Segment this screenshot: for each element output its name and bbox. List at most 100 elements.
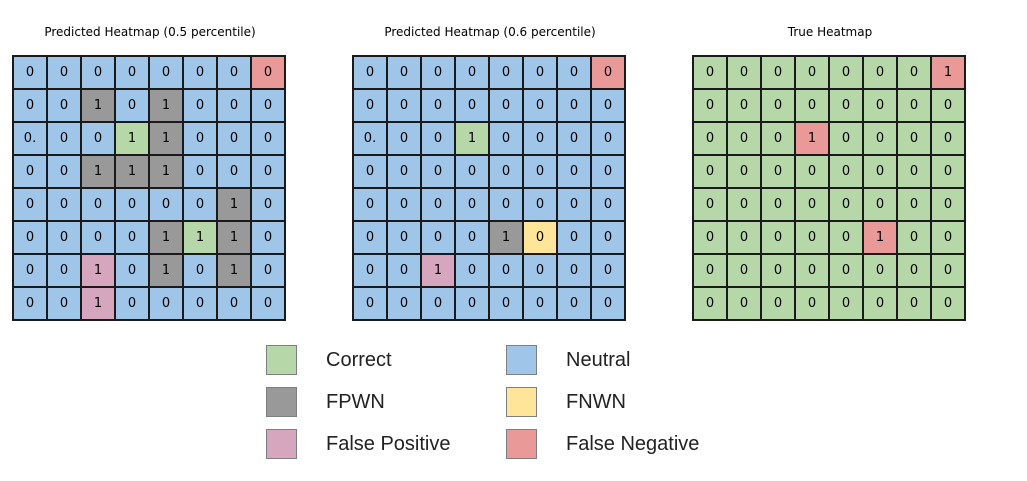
heatmap-cell: 0 [762, 288, 796, 321]
legend-swatch [506, 345, 537, 375]
heatmap-cell: 0 [796, 255, 830, 288]
heatmap-cell: 0 [354, 156, 388, 189]
heatmap-cell: 0 [490, 123, 524, 156]
heatmap-cell: 0 [252, 90, 286, 123]
legend-item-false-positive: False Positive [266, 429, 451, 459]
heatmap-cell: 0 [422, 123, 456, 156]
heatmap-cell: 0 [82, 222, 116, 255]
heatmap-cell: 0 [830, 222, 864, 255]
legend-swatch [506, 429, 537, 459]
heatmap-cell: 0 [864, 90, 898, 123]
heatmap-cell: 0 [694, 222, 728, 255]
legend-label: False Negative [566, 432, 700, 455]
heatmap-cell: 0 [48, 288, 82, 321]
heatmap-cell: 0 [558, 189, 592, 222]
heatmap-cell: 0 [762, 57, 796, 90]
heatmap-cell: 1 [82, 255, 116, 288]
heatmap-cell: 0 [184, 123, 218, 156]
heatmap-cell: 0 [48, 156, 82, 189]
heatmap-cell: 0 [898, 57, 932, 90]
heatmap-cell: 0 [592, 90, 626, 123]
heatmap-cell: 0 [694, 156, 728, 189]
heatmap-cell: 0 [898, 123, 932, 156]
legend-label: Neutral [566, 348, 631, 371]
heatmap-cell: 0 [932, 123, 966, 156]
heatmap-cell: 0 [456, 156, 490, 189]
heatmap-cell: 0 [388, 222, 422, 255]
heatmap-cell: 0 [830, 255, 864, 288]
heatmap-cell: 0 [592, 123, 626, 156]
legend-label: Correct [326, 348, 392, 371]
heatmap-cell: 1 [116, 156, 150, 189]
heatmap-cell: 1 [184, 222, 218, 255]
heatmap-cell: 0 [898, 156, 932, 189]
heatmap-cell: 0 [252, 255, 286, 288]
heatmap-cell: 0 [14, 288, 48, 321]
heatmap-cell: 0 [14, 255, 48, 288]
heatmap-cell: 0 [864, 156, 898, 189]
heatmap-cell: 0 [82, 189, 116, 222]
heatmap-cell: 1 [422, 255, 456, 288]
heatmap-cell: 0 [796, 189, 830, 222]
heatmap-cell: 0 [694, 189, 728, 222]
heatmap-cell: 0 [592, 255, 626, 288]
heatmap-cell: 0 [354, 57, 388, 90]
heatmap-cell: 0 [14, 189, 48, 222]
heatmap-cell: 0 [184, 156, 218, 189]
heatmap-cell: 0 [354, 90, 388, 123]
heatmap-cell: 0 [422, 90, 456, 123]
heatmap-cell: 0 [592, 189, 626, 222]
heatmap-cell: 1 [116, 123, 150, 156]
heatmap-cell: 0 [184, 288, 218, 321]
heatmap-cell: 0 [184, 255, 218, 288]
heatmap-cell: 0 [830, 156, 864, 189]
heatmap-cell: 0 [388, 288, 422, 321]
heatmap-cell: 0 [864, 288, 898, 321]
heatmap-cell: 0 [388, 189, 422, 222]
heatmap-cell: 0 [694, 90, 728, 123]
heatmap-cell: 1 [150, 222, 184, 255]
heatmap-cell: 0 [762, 90, 796, 123]
heatmap-cell: 0 [558, 57, 592, 90]
heatmap-cell: 0 [456, 255, 490, 288]
heatmap-cell: 0 [252, 222, 286, 255]
heatmap-cell: 0 [898, 189, 932, 222]
legend-item-neutral: Neutral [506, 345, 630, 375]
heatmap-cell: 0 [354, 189, 388, 222]
heatmap-cell: 0 [762, 123, 796, 156]
heatmap-cell: 0 [830, 90, 864, 123]
legend-label: FPWN [326, 390, 385, 413]
legend: Correct Neutral FPWN FNWN False Positive… [266, 345, 746, 470]
heatmap-cell: 0 [694, 255, 728, 288]
heatmap-cell: 0 [456, 189, 490, 222]
heatmap-cell: 0 [864, 123, 898, 156]
heatmap-cell: 0 [116, 57, 150, 90]
heatmap-cell: 0 [524, 222, 558, 255]
heatmap-cell: 0 [932, 189, 966, 222]
heatmap-cell: 0 [592, 156, 626, 189]
heatmap-cell: 0 [388, 255, 422, 288]
heatmap-cell: 0 [592, 57, 626, 90]
heatmap-cell: 0 [524, 189, 558, 222]
heatmap-title: True Heatmap [787, 25, 873, 39]
heatmap-cell: 0 [150, 288, 184, 321]
heatmap-cell: 0 [422, 222, 456, 255]
heatmap-cell: 0 [796, 222, 830, 255]
heatmap-cell: 0 [218, 156, 252, 189]
heatmap-cell: 0 [490, 57, 524, 90]
heatmap-cell: 0 [388, 156, 422, 189]
legend-item-correct: Correct [266, 345, 392, 375]
heatmap-cell: 0 [354, 288, 388, 321]
heatmap-cell: 0 [898, 222, 932, 255]
heatmap-cell: 1 [218, 189, 252, 222]
heatmap-cell: 0 [184, 57, 218, 90]
heatmap-cell: 0 [932, 288, 966, 321]
heatmap-cell: 0 [898, 90, 932, 123]
heatmap-cell: 0 [728, 57, 762, 90]
heatmap-cell: 0 [932, 90, 966, 123]
heatmap-cell: 0 [48, 255, 82, 288]
heatmap-title: Predicted Heatmap (0.6 percentile) [384, 25, 596, 39]
heatmap-cell: 0 [116, 189, 150, 222]
heatmap-cell: 0 [694, 57, 728, 90]
